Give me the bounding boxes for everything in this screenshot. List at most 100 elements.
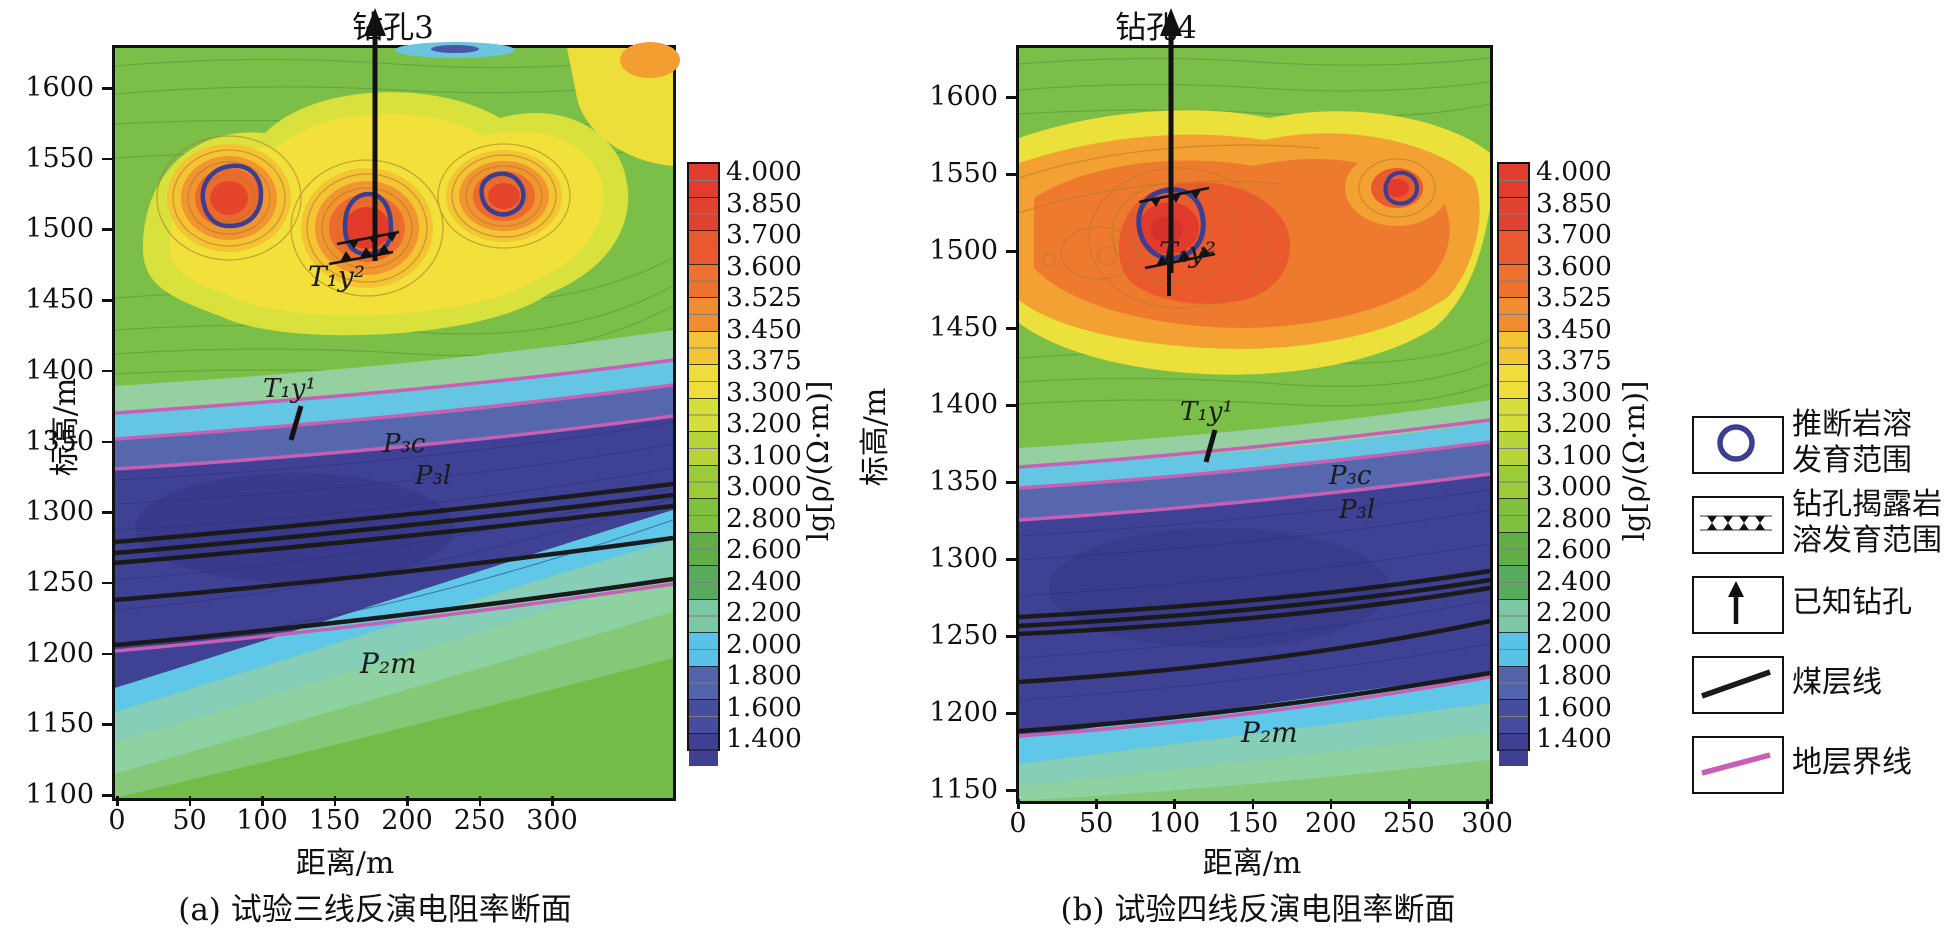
y-tick-mark xyxy=(102,511,112,514)
y-tick-mark xyxy=(1006,712,1016,715)
colorbar-segment xyxy=(1499,732,1528,766)
karst-circle-icon xyxy=(1717,424,1755,462)
y-tick-label: 1250 xyxy=(929,620,998,651)
y-tick-label: 1500 xyxy=(929,235,998,266)
colorbar-tick-label: 2.600 xyxy=(726,534,802,565)
colorbar-segment xyxy=(1499,230,1528,264)
legend-label-line: 已知钻孔 xyxy=(1792,585,1912,620)
y-tick-label: 1150 xyxy=(929,774,998,805)
y-tick-mark xyxy=(1006,558,1016,561)
t1y1-tick xyxy=(288,405,304,441)
strata-label-t1y1: T₁y¹ xyxy=(1180,397,1233,427)
legend-label-line: 地层界线 xyxy=(1792,745,1912,780)
contour-rings-peaks xyxy=(156,135,571,297)
inferred-karst-circles xyxy=(200,163,526,257)
x-tick-label: 150 xyxy=(1226,808,1279,839)
x-tick-mark xyxy=(551,796,554,806)
coal-seam-lines xyxy=(114,481,674,648)
y-tick-mark xyxy=(1006,635,1016,638)
colorbar-tick-label: 3.200 xyxy=(1536,408,1612,439)
colorbar-segment xyxy=(689,531,718,565)
y-tick-mark xyxy=(1006,404,1016,407)
panel-b-caption: (b) 试验四线反演电阻率断面 xyxy=(1060,892,1456,928)
colorbar-tick-label: 3.300 xyxy=(726,376,802,408)
borehole-arrow xyxy=(364,8,386,261)
top-blue-sliver xyxy=(431,45,479,53)
x-tick-mark xyxy=(1329,799,1333,809)
y-tick-mark xyxy=(102,369,112,373)
colorbar-segment xyxy=(689,164,718,197)
colorbar-segment xyxy=(689,263,718,297)
panel-a-contour-art: T₁y² T₁y¹ P₃c P₃l P₂m xyxy=(114,8,680,798)
x-tick-label: 300 xyxy=(1461,808,1513,839)
colorbar-tick-label: 3.600 xyxy=(726,250,802,282)
colorbar-tick-label: 3.850 xyxy=(726,187,802,219)
y-tick-label: 1550 xyxy=(929,158,998,189)
y-tick-label: 1150 xyxy=(25,708,94,740)
coal-seam-lines xyxy=(1018,568,1491,734)
inferred-karst-circles xyxy=(1136,170,1419,261)
y-tick-mark xyxy=(102,299,112,302)
panel-b-plot: T₁y² T₁y¹ P₃c P₃l P₂m xyxy=(1016,8,1493,804)
colorbar-segment xyxy=(1499,164,1528,197)
y-tick-mark xyxy=(102,228,112,231)
panel-b-xlabel: 距离/m xyxy=(1202,846,1302,881)
colorbar-segment xyxy=(1499,498,1528,532)
corner-orange-spot xyxy=(620,42,680,78)
colorbar-scale xyxy=(687,162,720,766)
colorbar-segment xyxy=(689,699,718,733)
panel-b-contour-art: T₁y² T₁y¹ P₃c P₃l P₂m xyxy=(1018,8,1491,801)
panel-a-caption: (a) 试验三线反演电阻率断面 xyxy=(178,892,572,928)
y-tick-label: 1500 xyxy=(25,213,94,245)
y-tick-mark xyxy=(102,157,112,161)
colorbar-tick-label: 2.800 xyxy=(1536,502,1612,534)
colorbar-tick-label: 2.000 xyxy=(726,628,802,660)
y-tick-label: 1350 xyxy=(25,425,94,457)
borehole-label-b: 钻孔4 xyxy=(1115,10,1197,46)
legend-label: 煤层线 xyxy=(1792,665,1882,701)
colorbar-segment xyxy=(1499,665,1528,699)
colorbar-tick-label: 3.375 xyxy=(726,345,802,376)
colorbar-tick-label: 3.850 xyxy=(1536,187,1612,219)
colorbar-segment xyxy=(1499,632,1528,666)
x-tick-mark xyxy=(1095,799,1098,809)
legend-label: 已知钻孔 xyxy=(1792,585,1912,621)
y-tick-mark xyxy=(102,652,112,656)
x-tick-mark xyxy=(478,796,481,806)
colorbar-tick-label: 2.600 xyxy=(1536,534,1612,565)
colorbar-segment xyxy=(689,431,718,465)
colorbar-tick-label: 3.700 xyxy=(726,219,802,250)
legend-label-line: 煤层线 xyxy=(1792,665,1882,700)
t1y1-tick xyxy=(1203,429,1218,463)
colorbar-tick-label: 2.000 xyxy=(1536,628,1612,660)
strata-bands xyxy=(115,330,673,798)
colorbar-segment xyxy=(689,364,718,398)
colorbar-segment xyxy=(1499,565,1528,599)
y-tick-label: 1600 xyxy=(25,72,94,103)
borehole-label-a: 钻孔3 xyxy=(352,10,434,46)
colorbar-segment xyxy=(689,665,718,699)
colorbar-segment xyxy=(1499,263,1528,297)
contour-lines-lower xyxy=(114,421,674,651)
contour-lines-upper xyxy=(1018,57,1491,407)
x-tick-mark xyxy=(333,796,336,806)
x-tick-label: 250 xyxy=(1383,808,1435,839)
colorbar-tick-label: 3.450 xyxy=(1536,313,1612,345)
colorbar-segment xyxy=(689,230,718,264)
colorbar-tick-label: 2.400 xyxy=(726,565,802,597)
legend-symbol-borehole-karst-hatch xyxy=(1692,496,1784,554)
y-tick-label: 1300 xyxy=(25,496,94,528)
colorbar-segment xyxy=(689,498,718,532)
colorbar-segment xyxy=(689,565,718,599)
legend-symbol-stratum-boundary-line xyxy=(1692,736,1784,794)
colorbar-segment xyxy=(689,732,718,766)
y-tick-label: 1200 xyxy=(929,697,998,728)
x-tick-label: 200 xyxy=(381,805,433,836)
legend-label-line: 溶发育范围 xyxy=(1792,523,1942,558)
x-tick-label: 50 xyxy=(1079,808,1114,839)
x-tick-mark xyxy=(261,796,264,806)
known-borehole-arrow-icon xyxy=(1728,581,1744,624)
colorbar-segment xyxy=(1499,297,1528,331)
colorbar-tick-label: 1.600 xyxy=(1536,691,1612,723)
x-tick-mark xyxy=(188,796,191,806)
